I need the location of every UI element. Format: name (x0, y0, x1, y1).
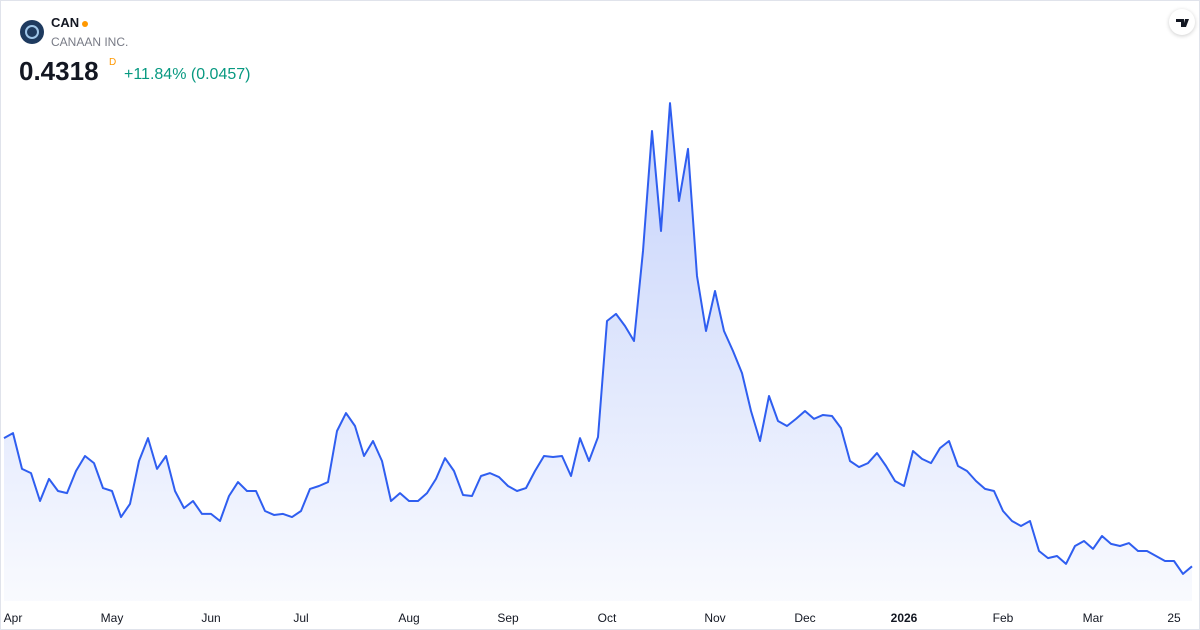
x-tick-label: May (101, 611, 124, 625)
x-tick-label: 25 (1167, 611, 1181, 625)
interval: D (109, 57, 117, 68)
x-tick-label: Jun (201, 611, 220, 625)
logo (20, 20, 44, 44)
x-tick-label: Sep (497, 611, 519, 625)
price-change: +11.84% (0.0457) (124, 66, 251, 83)
price: 0.4318 (19, 56, 99, 86)
x-tick-label: Oct (598, 611, 617, 625)
symbol-text: CAN (51, 15, 80, 30)
x-tick-label: Nov (704, 611, 725, 625)
x-tick-label: 2026 (891, 611, 918, 625)
x-tick-label: Jul (293, 611, 308, 625)
price-line (3, 102, 1193, 575)
company-name: CANAAN INC. (51, 35, 129, 49)
x-tick-label: Aug (398, 611, 419, 625)
x-tick-label: Mar (1083, 611, 1104, 625)
x-tick-label: Apr (4, 611, 23, 625)
tradingview-logo[interactable] (1169, 9, 1195, 35)
x-tick-label: Dec (794, 611, 815, 625)
symbol: CAN (51, 15, 89, 30)
area-fill (4, 103, 1192, 602)
status-dot (82, 20, 89, 27)
tv-icon (1176, 19, 1189, 27)
x-tick-label: Feb (993, 611, 1014, 625)
